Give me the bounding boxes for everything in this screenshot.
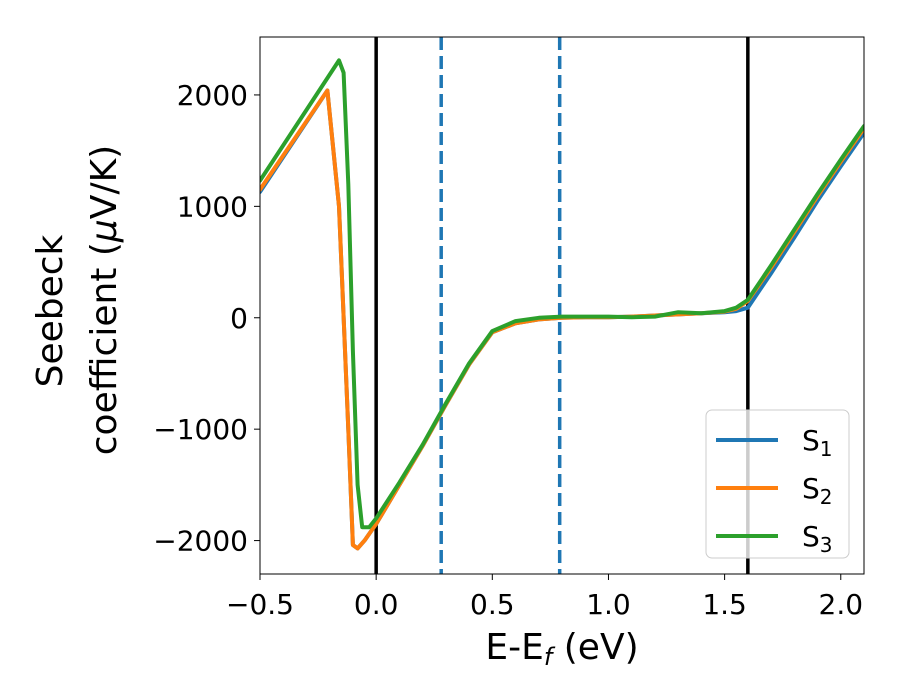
reference-lines [374, 37, 750, 574]
y-tick-label: −2000 [153, 525, 248, 558]
y-tick-label: −1000 [153, 413, 248, 446]
x-tick-label: 1.0 [586, 588, 631, 621]
series-line-3 [260, 58, 864, 530]
y-axis-title-line1: Seebeck [30, 234, 71, 387]
y-axis-title: Seebeck coefficient (μV/K) [30, 145, 125, 455]
y-tick-label: 2000 [177, 79, 248, 112]
plot-frame [259, 36, 865, 575]
series-lines [260, 58, 864, 551]
y-tick-label: 0 [230, 302, 248, 335]
legend-box [705, 409, 850, 559]
legend-label-3: S3 [802, 520, 833, 557]
y-axis-ticks: −2000 −1000 0 1000 2000 [153, 79, 260, 558]
x-axis-ticks: −0.5 0.0 0.5 1.0 1.5 2.0 [226, 574, 863, 621]
y-axis-title-line2: coefficient (μV/K) [84, 145, 125, 455]
x-tick-label: 0.0 [354, 588, 399, 621]
legend: S1 S2 S3 [705, 409, 850, 559]
x-tick-label: 2.0 [819, 588, 864, 621]
y-tick-label: 1000 [177, 190, 248, 223]
x-axis-title: E-Ef (eV) [485, 627, 638, 671]
x-tick-label: −0.5 [226, 588, 294, 621]
x-tick-label: 0.5 [470, 588, 515, 621]
legend-label-2: S2 [802, 472, 833, 509]
legend-label-1: S1 [802, 424, 833, 461]
x-tick-label: 1.5 [702, 588, 747, 621]
